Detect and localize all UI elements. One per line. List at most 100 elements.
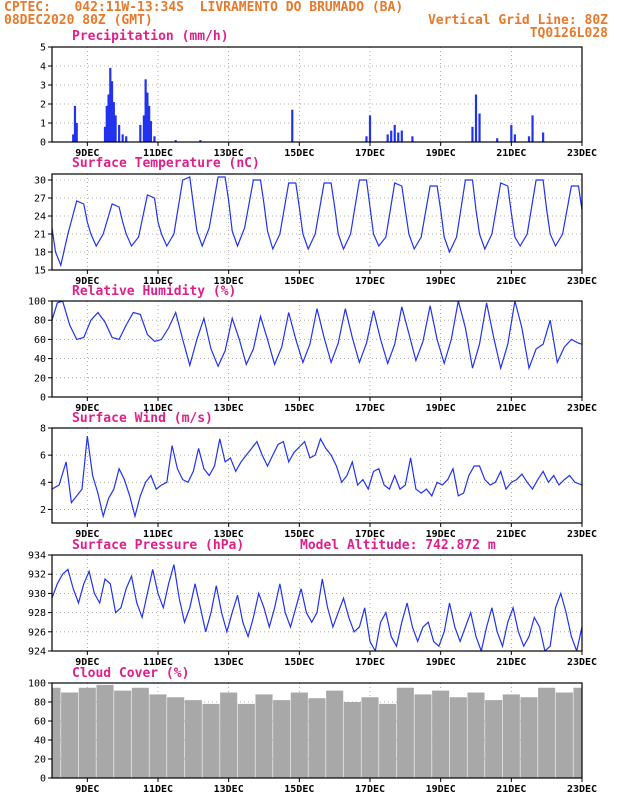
cloud-bar (573, 687, 582, 778)
precip-bar (510, 124, 513, 142)
cloud-bar (149, 694, 167, 778)
temp-xtick-label: 21DEC (496, 276, 526, 287)
temp-frame (51, 173, 583, 271)
temp-title: Surface Temperature (nC) (72, 156, 260, 171)
cloud-bar (414, 694, 432, 778)
rh-xtick-label: 11DEC (143, 403, 173, 414)
temp-xtick-label: 19DEC (426, 276, 456, 287)
rh-ytick-label: 20 (34, 373, 46, 384)
cloud-xtick-label: 13DEC (214, 784, 244, 795)
cloud-bar (396, 687, 414, 778)
cloud-ytick-label: 80 (34, 698, 46, 709)
precip-bar (72, 134, 75, 142)
cloud-bar (61, 692, 79, 778)
precip-xtick-label: 11DEC (143, 148, 173, 159)
pressure-ytick-label: 930 (28, 589, 46, 600)
precip-bar (365, 136, 368, 142)
header-line-2: 08DEC2020 80Z (GMT) (4, 13, 153, 28)
pressure-xtick-label: 17DEC (355, 657, 385, 668)
precip-ytick-label: 3 (40, 81, 46, 92)
header-line-1: CPTEC: 042:11W-13:34S LIVRAMENTO DO BRUM… (4, 0, 404, 15)
pressure-xtick-label: 19DEC (426, 657, 456, 668)
temp-ytick-label: 30 (34, 176, 46, 187)
temp-ytick-label: 24 (34, 212, 46, 223)
precip-bar (142, 115, 145, 142)
temp-xtick-label: 15DEC (284, 276, 314, 287)
precip-bar (103, 126, 107, 142)
precip-ytick-label: 2 (40, 100, 46, 111)
pressure-xtick-label: 21DEC (496, 657, 526, 668)
cloud-xtick-label: 21DEC (496, 784, 526, 795)
cloud-ytick-label: 40 (34, 736, 46, 747)
cloud-bar (237, 703, 255, 778)
precip-bar (144, 79, 147, 142)
rh-xtick-label: 15DEC (284, 403, 314, 414)
cloud-ytick-label: 0 (40, 774, 46, 785)
precip-xtick-label: 21DEC (496, 148, 526, 159)
pressure-xtick-label: 13DEC (214, 657, 244, 668)
cloud-bar (273, 700, 291, 778)
precip-bar (474, 94, 478, 142)
cloud-xtick-label: 11DEC (143, 784, 173, 795)
precip-xtick-label: 19DEC (426, 148, 456, 159)
wind-xtick-label: 17DEC (355, 529, 385, 540)
precip-xtick-label: 17DEC (355, 148, 385, 159)
rh-title: Relative Humidity (%) (72, 284, 237, 299)
precip-bar (139, 124, 142, 142)
temp-ytick-label: 15 (34, 266, 46, 277)
pressure-xtick-label: 11DEC (143, 657, 173, 668)
precip-bar (107, 94, 110, 142)
wind-xtick-label: 13DEC (214, 529, 244, 540)
pressure-xtick-label: 23DEC (567, 657, 597, 668)
precip-bar (121, 134, 124, 142)
wind-xtick-label: 11DEC (143, 529, 173, 540)
header-model-id: TQ0126L028 (529, 26, 608, 41)
pressure-ytick-label: 932 (28, 570, 46, 581)
cloud-bar (114, 690, 132, 778)
model-altitude: Model Altitude: 742.872 m (300, 538, 496, 553)
wind-ytick-label: 6 (40, 451, 46, 462)
rh-xtick-label: 23DEC (567, 403, 597, 414)
pressure-ytick-label: 924 (28, 647, 46, 658)
rh-ytick-label: 80 (34, 316, 46, 327)
precip-bar (125, 136, 128, 142)
pressure-ytick-label: 934 (28, 551, 46, 562)
rh-series-line (52, 301, 582, 371)
precip-ytick-label: 5 (40, 43, 46, 54)
cloud-bar (502, 694, 520, 778)
cloud-bar (485, 700, 503, 778)
cloud-bar (343, 702, 361, 778)
cloud-bar (538, 687, 556, 778)
precip-bar (146, 92, 149, 142)
rh-xtick-label: 17DEC (355, 403, 385, 414)
cloud-ytick-label: 20 (34, 755, 46, 766)
cloud-bar (96, 684, 114, 778)
wind-xtick-label: 23DEC (567, 529, 597, 540)
wind-xtick-label: 19DEC (426, 529, 456, 540)
precip-xtick-label: 13DEC (214, 148, 244, 159)
precip-bar (542, 132, 545, 142)
precip-bar (153, 136, 156, 142)
temp-xtick-label: 17DEC (355, 276, 385, 287)
wind-frame (51, 427, 583, 524)
precip-bar (386, 134, 389, 142)
precip-bar (513, 134, 516, 142)
cloud-title: Cloud Cover (%) (72, 666, 190, 681)
wind-xtick-label: 9DEC (75, 529, 99, 540)
cloud-bar (52, 687, 61, 778)
cloud-bar (520, 697, 538, 778)
cloud-bar (255, 694, 273, 778)
wind-xtick-label: 21DEC (496, 529, 526, 540)
temp-ytick-label: 21 (34, 230, 46, 241)
cloud-frame (51, 682, 583, 779)
precip-bar (291, 109, 294, 142)
precip-bar (531, 115, 534, 142)
precip-bar (109, 67, 112, 142)
precip-bar (393, 124, 396, 142)
temp-ytick-label: 27 (34, 194, 46, 205)
cloud-bar (361, 697, 379, 778)
precip-bar (149, 121, 153, 142)
rh-ytick-label: 40 (34, 354, 46, 365)
header-grid-info: Vertical Grid Line: 80Z (427, 13, 608, 28)
